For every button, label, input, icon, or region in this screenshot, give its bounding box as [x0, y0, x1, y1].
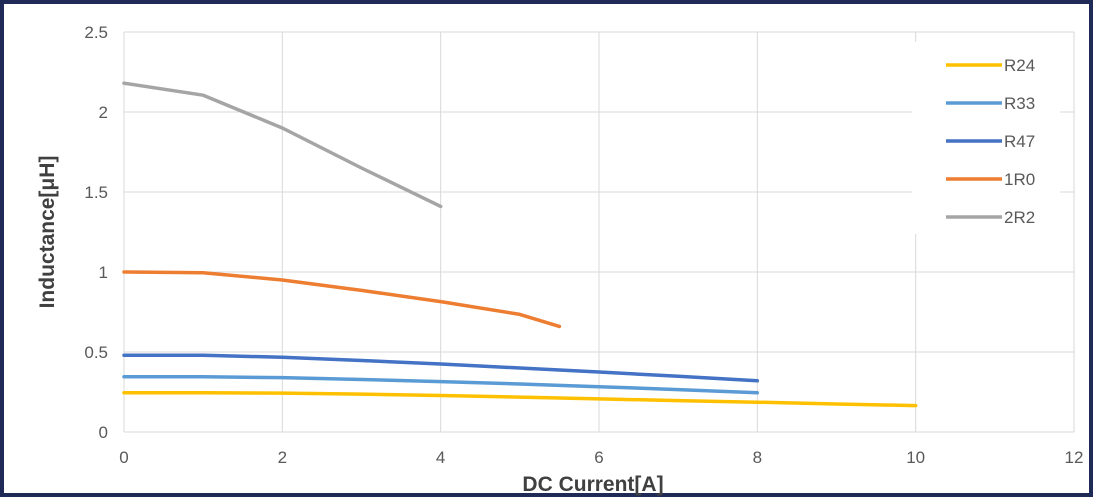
x-axis-title: DC Current[A]	[522, 473, 663, 496]
series-line-1r0	[122, 270, 562, 329]
legend-label: 1R0	[1004, 170, 1035, 189]
x-tick-label: 2	[278, 448, 287, 467]
series-line-r24	[122, 391, 918, 408]
x-tick-label: 12	[1065, 448, 1084, 467]
x-tick-labels: 0 2 4 6 8 10 12	[119, 448, 1083, 467]
series-line-2r2	[122, 81, 443, 209]
y-tick-label: 0.5	[84, 343, 108, 362]
legend-label: R24	[1004, 56, 1035, 75]
x-tick-label: 0	[119, 448, 128, 467]
x-tick-label: 6	[594, 448, 603, 467]
y-tick-label: 1.5	[84, 183, 108, 202]
legend-label: 2R2	[1004, 208, 1035, 227]
y-axis-title: Inductance[μH]	[36, 156, 59, 309]
legend-label: R47	[1004, 132, 1035, 151]
legend: R24 R33 R47 1R0 2R2	[912, 42, 1060, 234]
series-line-r47	[122, 353, 760, 383]
series-line-r33	[122, 375, 760, 395]
legend-label: R33	[1004, 94, 1035, 113]
line-chart: 0 2 4 6 8 10 12 0 0.5 1 1.5 2 2.5 DC Current[A] Ind…	[36, 23, 1083, 496]
y-tick-label: 2.5	[84, 23, 108, 42]
legend-background	[912, 42, 1060, 234]
y-tick-label: 2	[99, 103, 108, 122]
x-tick-label: 4	[436, 448, 445, 467]
y-tick-labels: 0 0.5 1 1.5 2 2.5	[84, 23, 108, 442]
x-tick-label: 8	[753, 448, 762, 467]
plot-area	[122, 81, 918, 408]
x-tick-label: 10	[906, 448, 925, 467]
y-tick-label: 0	[99, 423, 108, 442]
y-tick-label: 1	[99, 263, 108, 282]
